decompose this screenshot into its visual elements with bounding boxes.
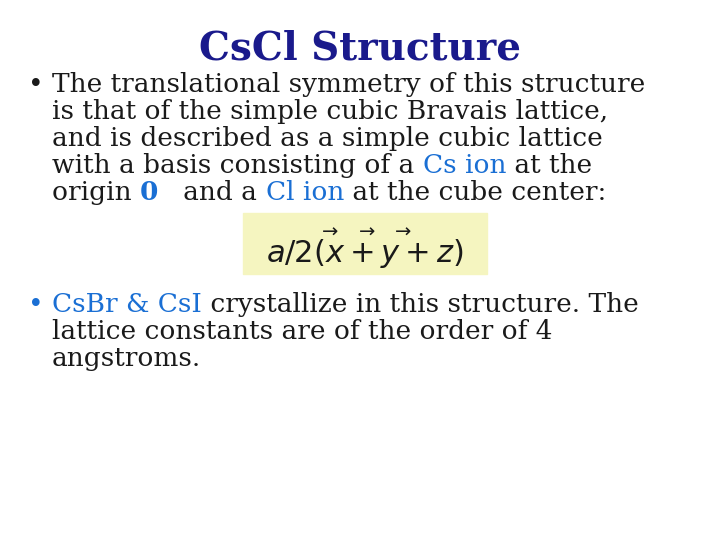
- Text: with a basis consisting of a: with a basis consisting of a: [52, 153, 423, 178]
- Text: is that of the simple cubic Bravais lattice,: is that of the simple cubic Bravais latt…: [52, 99, 608, 124]
- Text: lattice constants are of the order of 4: lattice constants are of the order of 4: [52, 319, 552, 344]
- Text: •: •: [28, 292, 44, 317]
- Text: CsCl Structure: CsCl Structure: [199, 30, 521, 68]
- Text: and a: and a: [158, 180, 266, 205]
- Text: CsBr & CsI: CsBr & CsI: [52, 292, 202, 317]
- Text: The translational symmetry of this structure: The translational symmetry of this struc…: [52, 72, 645, 97]
- Text: and is described as a simple cubic lattice: and is described as a simple cubic latti…: [52, 126, 603, 151]
- Text: $\rightarrow$  $\rightarrow$  $\rightarrow$: $\rightarrow$ $\rightarrow$ $\rightarrow…: [318, 223, 412, 241]
- Text: 0: 0: [140, 180, 158, 205]
- Text: $a/2(x+y+z)$: $a/2(x+y+z)$: [266, 237, 464, 270]
- Text: Cl ion: Cl ion: [266, 180, 344, 205]
- Text: origin: origin: [52, 180, 140, 205]
- Text: crystallize in this structure. The: crystallize in this structure. The: [202, 292, 639, 317]
- Text: at the cube center:: at the cube center:: [344, 180, 606, 205]
- Text: Cs ion: Cs ion: [423, 153, 506, 178]
- FancyBboxPatch shape: [243, 213, 487, 274]
- Text: •: •: [28, 72, 44, 97]
- Text: at the: at the: [506, 153, 593, 178]
- Text: angstroms.: angstroms.: [52, 346, 202, 371]
